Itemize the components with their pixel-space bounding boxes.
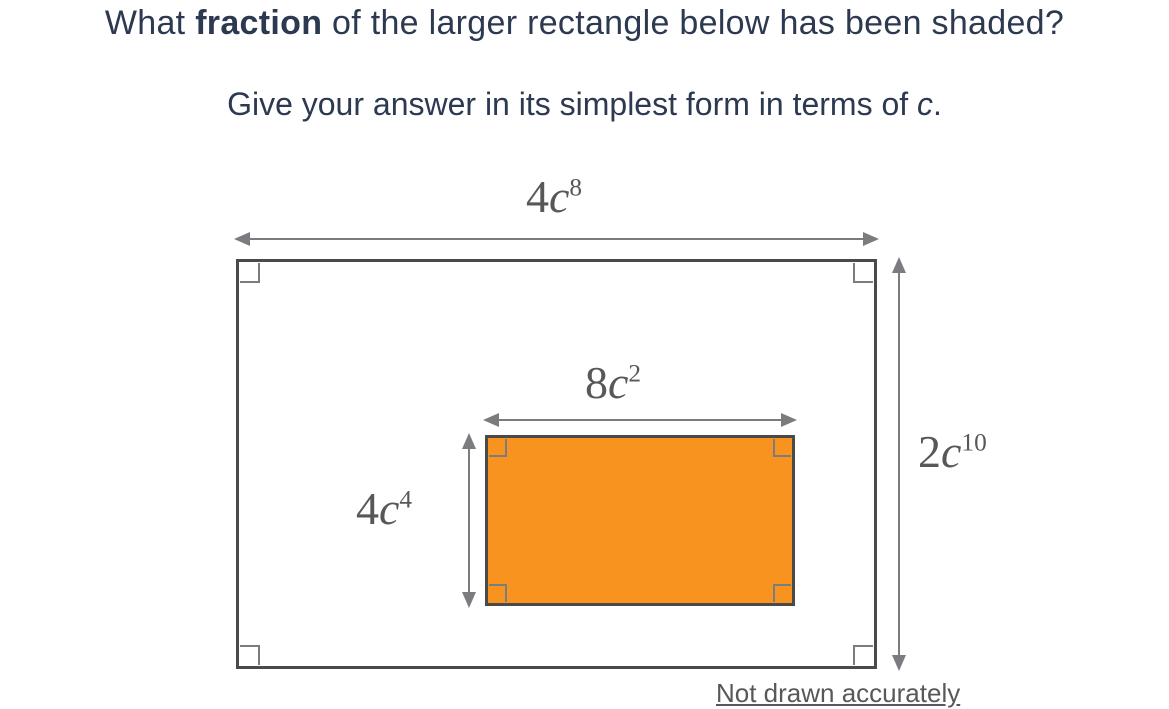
outer-height-var: c bbox=[941, 426, 961, 477]
right-angle-mark-icon bbox=[240, 645, 260, 665]
right-angle-mark-icon bbox=[853, 645, 873, 665]
outer-width-label: 4c8 bbox=[526, 170, 582, 223]
question-text-line1: What fraction of the larger rectangle be… bbox=[0, 4, 1169, 43]
right-angle-mark-icon bbox=[489, 584, 507, 602]
q1-pre: What bbox=[105, 4, 195, 42]
not-drawn-accurately-note: Not drawn accurately bbox=[716, 678, 960, 709]
inner-width-coef: 8 bbox=[585, 357, 608, 408]
outer-height-label: 2c10 bbox=[918, 425, 987, 478]
outer-width-coef: 4 bbox=[526, 171, 549, 222]
q2-post: . bbox=[933, 86, 942, 122]
inner-width-arrow bbox=[485, 419, 795, 421]
inner-height-arrow bbox=[468, 435, 470, 606]
right-angle-mark-icon bbox=[489, 439, 507, 457]
q2-var: c bbox=[917, 86, 933, 122]
outer-width-exp: 8 bbox=[569, 174, 582, 202]
outer-width-var: c bbox=[549, 171, 569, 222]
shaded-rectangle bbox=[485, 435, 795, 606]
right-angle-mark-icon bbox=[853, 263, 873, 283]
outer-height-coef: 2 bbox=[918, 426, 941, 477]
right-angle-mark-icon bbox=[773, 439, 791, 457]
right-angle-mark-icon bbox=[773, 584, 791, 602]
q2-pre: Give your answer in its simplest form in… bbox=[227, 86, 917, 122]
inner-height-coef: 4 bbox=[356, 483, 379, 534]
inner-width-var: c bbox=[608, 357, 628, 408]
diagram: 4c8 2c10 8c2 4c4 Not drawn accurately bbox=[236, 170, 966, 690]
outer-width-arrow bbox=[236, 238, 877, 240]
right-angle-mark-icon bbox=[240, 263, 260, 283]
inner-height-var: c bbox=[379, 483, 399, 534]
inner-height-label: 4c4 bbox=[356, 482, 412, 535]
question-text-line2: Give your answer in its simplest form in… bbox=[0, 86, 1169, 123]
inner-height-exp: 4 bbox=[399, 486, 412, 514]
q1-post: of the larger rectangle below has been s… bbox=[322, 4, 1064, 42]
inner-width-exp: 2 bbox=[628, 360, 641, 388]
q1-bold: fraction bbox=[195, 4, 322, 42]
inner-width-label: 8c2 bbox=[585, 356, 641, 409]
outer-height-arrow bbox=[898, 259, 900, 669]
outer-height-exp: 10 bbox=[961, 429, 986, 457]
